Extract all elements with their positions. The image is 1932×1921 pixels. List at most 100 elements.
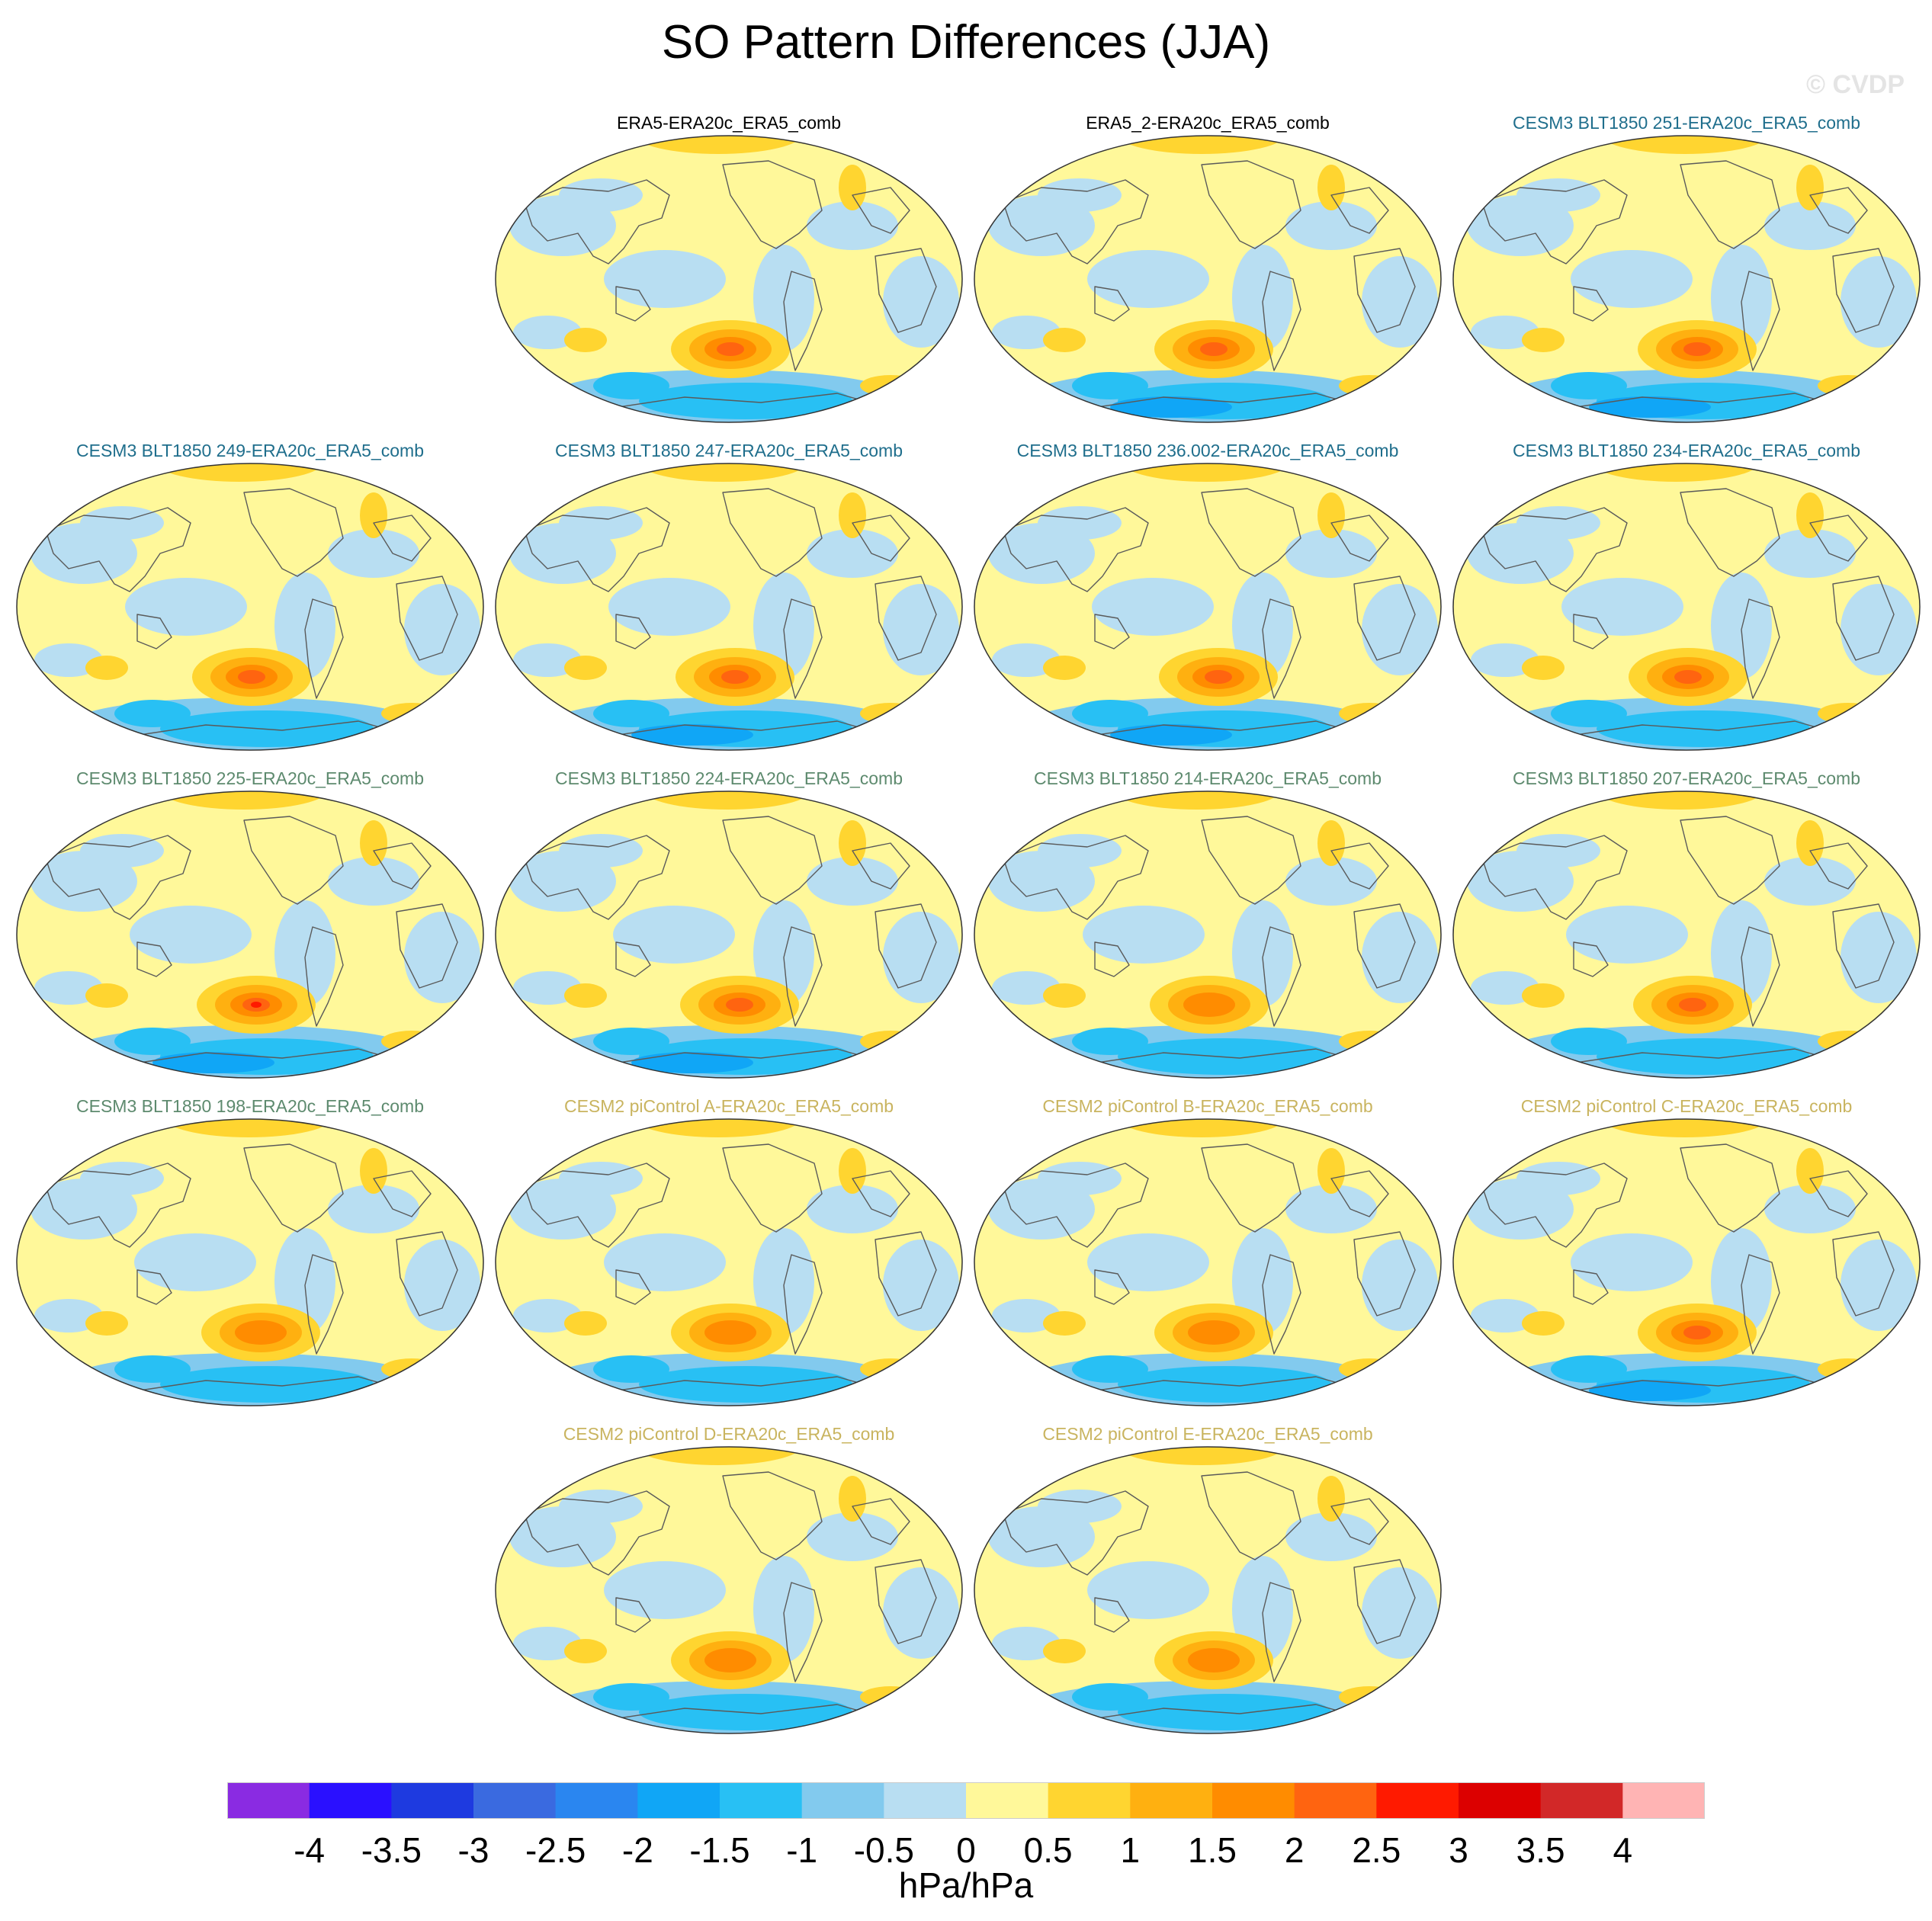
- negative-region: [114, 1355, 191, 1383]
- coastline-europe: [852, 187, 910, 234]
- negative-region: [1711, 900, 1772, 1007]
- negative-region: [1285, 1512, 1377, 1561]
- coastline-europe: [1330, 187, 1389, 234]
- positive-region: [360, 820, 387, 866]
- negative-region: [604, 250, 726, 308]
- positive-region: [1522, 656, 1565, 680]
- colorbar-swatch: [1294, 1782, 1377, 1819]
- panel-title: CESM3 BLT1850 207-ERA20c_ERA5_comb: [1513, 768, 1860, 788]
- map-outline: [974, 463, 1442, 751]
- map-panel: CESM2 piControl C-ERA20c_ERA5_comb: [1450, 1096, 1923, 1416]
- coastline-antarctica: [1565, 1376, 1849, 1393]
- coastline-africa: [1832, 576, 1895, 661]
- positive-region: [839, 165, 866, 210]
- map-field: [974, 1119, 1441, 1406]
- coastline-australia: [1094, 1597, 1130, 1633]
- coastline-europe: [1809, 515, 1868, 562]
- map-field: [496, 463, 962, 750]
- coastline-south-america: [304, 1254, 344, 1355]
- negative-region: [134, 1233, 256, 1291]
- map-panel: CESM3 BLT1850 207-ERA20c_ERA5_comb: [1450, 768, 1923, 1089]
- negative-region: [559, 506, 643, 540]
- coastline-europe: [373, 1170, 432, 1217]
- negative-region: [1072, 1355, 1148, 1383]
- negative-region: [753, 1556, 814, 1663]
- negative-region: [807, 201, 898, 250]
- negative-region: [114, 700, 191, 727]
- map-outline: [974, 791, 1442, 1079]
- negative-region: [807, 1512, 898, 1561]
- coastline-asia: [1003, 1163, 1149, 1248]
- coastline-europe: [1330, 1498, 1389, 1545]
- globe-map: [1452, 135, 1921, 423]
- negative-region: [1516, 1162, 1600, 1195]
- colorbar-tick-label: -1.5: [689, 1830, 750, 1870]
- map-panel: CESM2 piControl E-ERA20c_ERA5_comb: [971, 1424, 1444, 1744]
- negative-region: [1362, 912, 1438, 1003]
- coastline-europe: [1330, 842, 1389, 890]
- panel-title: CESM3 BLT1850 247-ERA20c_ERA5_comb: [555, 441, 903, 460]
- negative-region: [1566, 906, 1688, 964]
- coastline-australia: [1094, 941, 1130, 977]
- negative-region: [1087, 1561, 1209, 1619]
- positive-region: [839, 820, 866, 866]
- positive-region: [564, 1639, 607, 1663]
- map-field: [496, 1119, 962, 1406]
- coastline-australia: [136, 1269, 172, 1305]
- negative-region: [753, 572, 814, 679]
- coastline-north-america: [1680, 1143, 1780, 1233]
- positive-region: [721, 670, 749, 684]
- coastline-south-america: [304, 598, 344, 699]
- globe-map: [974, 791, 1442, 1079]
- coastline-australia: [1094, 286, 1130, 322]
- positive-region: [1679, 998, 1706, 1012]
- globe-map: [495, 463, 963, 751]
- map-outline: [974, 1446, 1442, 1734]
- map-outline: [974, 1118, 1442, 1406]
- panel-title: CESM3 BLT1850 234-ERA20c_ERA5_comb: [1513, 441, 1860, 460]
- coastline-north-america: [722, 1143, 823, 1233]
- positive-region: [564, 1311, 607, 1336]
- map-panel: CESM3 BLT1850 251-ERA20c_ERA5_comb: [1450, 113, 1923, 433]
- negative-region: [631, 724, 753, 746]
- negative-region: [152, 1052, 274, 1073]
- coastline-europe: [373, 515, 432, 562]
- map-outline: [495, 1446, 963, 1734]
- coastline-europe: [852, 842, 910, 890]
- negative-region: [1764, 529, 1856, 578]
- coastline-asia: [1003, 1490, 1149, 1576]
- map-field: [17, 791, 483, 1078]
- colorbar-tick-label: 1: [1120, 1830, 1141, 1870]
- negative-region: [883, 584, 959, 675]
- coastline-antarctica: [129, 1376, 412, 1393]
- panel-title: CESM3 BLT1850 198-ERA20c_ERA5_comb: [76, 1096, 424, 1116]
- positive-region: [1796, 492, 1824, 538]
- coastline-south-america: [783, 926, 823, 1027]
- positive-region: [160, 791, 328, 810]
- negative-region: [1285, 1185, 1377, 1233]
- map-field: [496, 1447, 962, 1733]
- map-panel: CESM2 piControl A-ERA20c_ERA5_comb: [493, 1096, 965, 1416]
- positive-region: [1118, 1447, 1285, 1465]
- positive-region: [156, 463, 323, 482]
- coastline-north-america: [243, 1143, 344, 1233]
- coastline-europe: [1809, 842, 1868, 890]
- negative-region: [1841, 912, 1917, 1003]
- coastline-australia: [615, 286, 651, 322]
- globe-map: [974, 1446, 1442, 1734]
- coastline-antarctica: [608, 393, 891, 409]
- negative-region: [1764, 857, 1856, 906]
- map-outline: [1452, 135, 1921, 423]
- colorbar-swatch: [1459, 1782, 1542, 1819]
- negative-region: [1764, 201, 1856, 250]
- negative-region: [404, 584, 480, 675]
- map-panel: CESM3 BLT1850 214-ERA20c_ERA5_comb: [971, 768, 1444, 1089]
- coastline-asia: [1481, 507, 1628, 592]
- panel-title: ERA5-ERA20c_ERA5_comb: [616, 113, 842, 133]
- map-panel: CESM3 BLT1850 198-ERA20c_ERA5_comb: [14, 1096, 486, 1416]
- positive-region: [1317, 1476, 1345, 1522]
- positive-region: [1043, 983, 1086, 1008]
- negative-region: [1516, 506, 1600, 540]
- negative-region: [1285, 529, 1377, 578]
- panel-title: ERA5_2-ERA20c_ERA5_comb: [1086, 113, 1330, 133]
